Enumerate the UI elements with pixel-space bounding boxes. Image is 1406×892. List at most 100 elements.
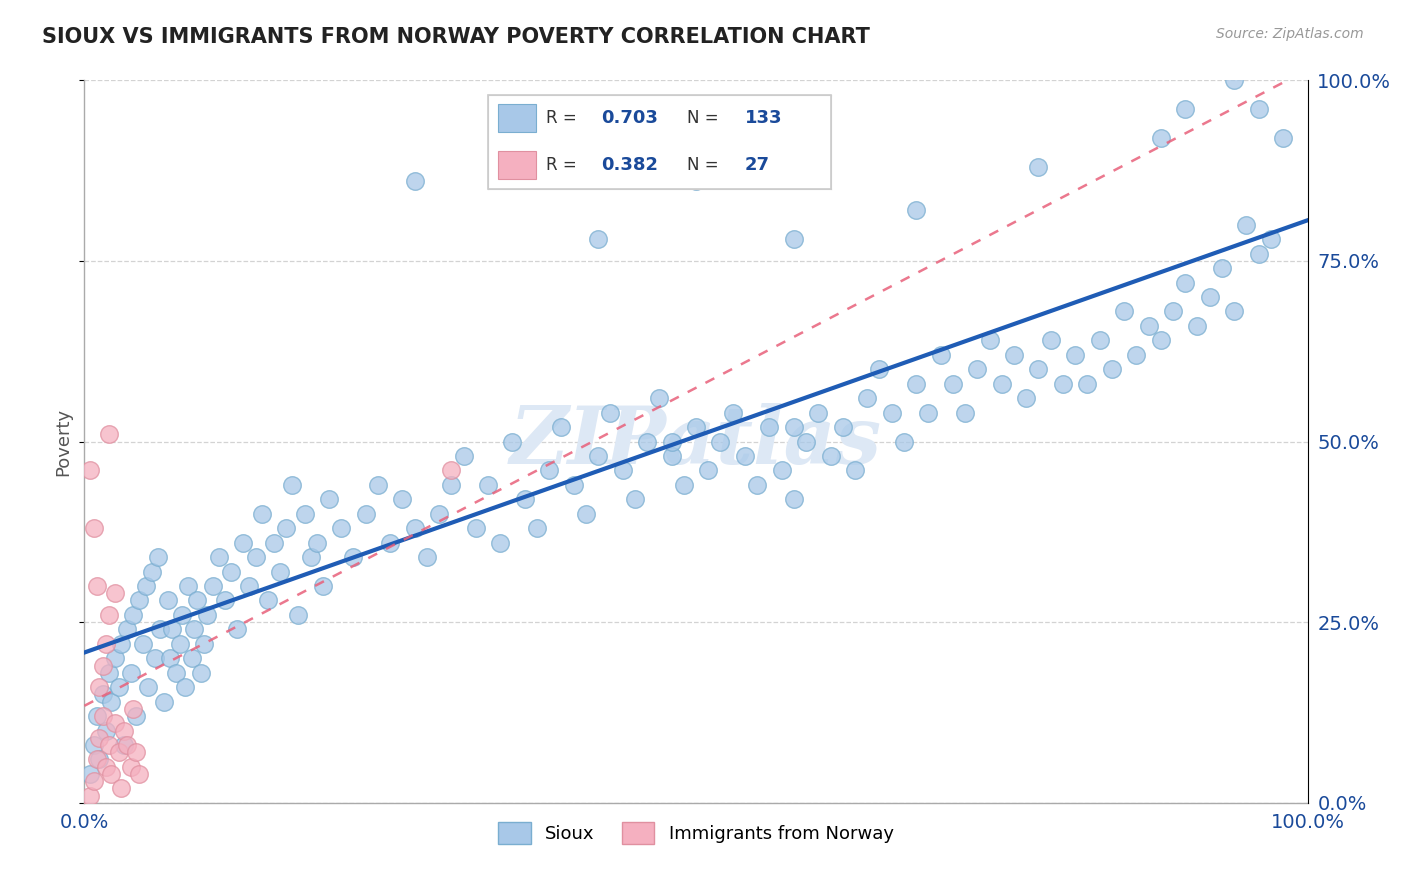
Point xyxy=(1260,232,1282,246)
Point xyxy=(96,723,118,738)
Point xyxy=(238,579,260,593)
Point xyxy=(87,731,110,745)
Point xyxy=(104,586,127,600)
Point xyxy=(905,203,928,218)
Point xyxy=(156,593,179,607)
Point xyxy=(380,535,402,549)
Point xyxy=(305,535,328,549)
Point xyxy=(342,550,364,565)
Point xyxy=(97,738,120,752)
Point xyxy=(929,348,952,362)
Point xyxy=(586,232,609,246)
Text: SIOUX VS IMMIGRANTS FROM NORWAY POVERTY CORRELATION CHART: SIOUX VS IMMIGRANTS FROM NORWAY POVERTY … xyxy=(42,27,870,46)
Point xyxy=(120,760,142,774)
Point xyxy=(312,579,335,593)
Point xyxy=(1187,318,1209,333)
Point xyxy=(257,593,280,607)
Point xyxy=(758,420,780,434)
Point xyxy=(844,463,866,477)
Point xyxy=(917,406,939,420)
Point xyxy=(648,391,671,405)
Point xyxy=(464,521,486,535)
Point xyxy=(79,767,101,781)
Point xyxy=(453,449,475,463)
Point xyxy=(575,507,598,521)
Text: Source: ZipAtlas.com: Source: ZipAtlas.com xyxy=(1216,27,1364,41)
Point xyxy=(190,665,212,680)
Point xyxy=(250,507,273,521)
Point xyxy=(1150,131,1173,145)
Point xyxy=(794,434,817,449)
Point xyxy=(1161,304,1184,318)
Point xyxy=(83,774,105,789)
Point xyxy=(807,406,830,420)
Point xyxy=(172,607,194,622)
Point xyxy=(135,579,157,593)
Point xyxy=(856,391,879,405)
Point xyxy=(232,535,254,549)
Point xyxy=(122,607,145,622)
Point xyxy=(110,781,132,796)
Point xyxy=(128,767,150,781)
Point xyxy=(125,745,148,759)
Point xyxy=(1002,348,1025,362)
Point xyxy=(91,687,114,701)
Point xyxy=(245,550,267,565)
Point xyxy=(562,478,585,492)
Point xyxy=(125,709,148,723)
Point xyxy=(367,478,389,492)
Point xyxy=(263,535,285,549)
Point xyxy=(97,607,120,622)
Point xyxy=(100,767,122,781)
Point xyxy=(1125,348,1147,362)
Point xyxy=(112,723,135,738)
Point xyxy=(624,492,647,507)
Point xyxy=(477,478,499,492)
Point xyxy=(427,507,450,521)
Point xyxy=(685,420,707,434)
Point xyxy=(208,550,231,565)
Point xyxy=(115,738,138,752)
Point xyxy=(96,637,118,651)
Point xyxy=(96,760,118,774)
Point xyxy=(83,738,105,752)
Point xyxy=(107,745,129,759)
Point xyxy=(87,752,110,766)
Point xyxy=(162,623,184,637)
Point xyxy=(149,623,172,637)
Point xyxy=(721,406,744,420)
Point xyxy=(1101,362,1123,376)
Point xyxy=(107,680,129,694)
Point xyxy=(128,593,150,607)
Point xyxy=(526,521,548,535)
Point xyxy=(299,550,322,565)
Point xyxy=(143,651,166,665)
Point xyxy=(146,550,169,565)
Point xyxy=(177,579,200,593)
Point xyxy=(404,521,426,535)
Point xyxy=(440,478,463,492)
Point xyxy=(1052,376,1074,391)
Point xyxy=(141,565,163,579)
Point xyxy=(783,232,806,246)
Text: ZIPatlas: ZIPatlas xyxy=(510,403,882,480)
Point xyxy=(942,376,965,391)
Point xyxy=(86,579,108,593)
Point xyxy=(1150,334,1173,348)
Point xyxy=(599,406,621,420)
Point xyxy=(193,637,215,651)
Point xyxy=(391,492,413,507)
Point xyxy=(697,463,720,477)
Point xyxy=(880,406,903,420)
Point xyxy=(1137,318,1160,333)
Point xyxy=(1076,376,1098,391)
Point xyxy=(1247,102,1270,116)
Point xyxy=(281,478,304,492)
Point xyxy=(1088,334,1111,348)
Point xyxy=(672,478,695,492)
Point xyxy=(169,637,191,651)
Point xyxy=(1015,391,1038,405)
Point xyxy=(953,406,976,420)
Point xyxy=(661,449,683,463)
Point xyxy=(97,665,120,680)
